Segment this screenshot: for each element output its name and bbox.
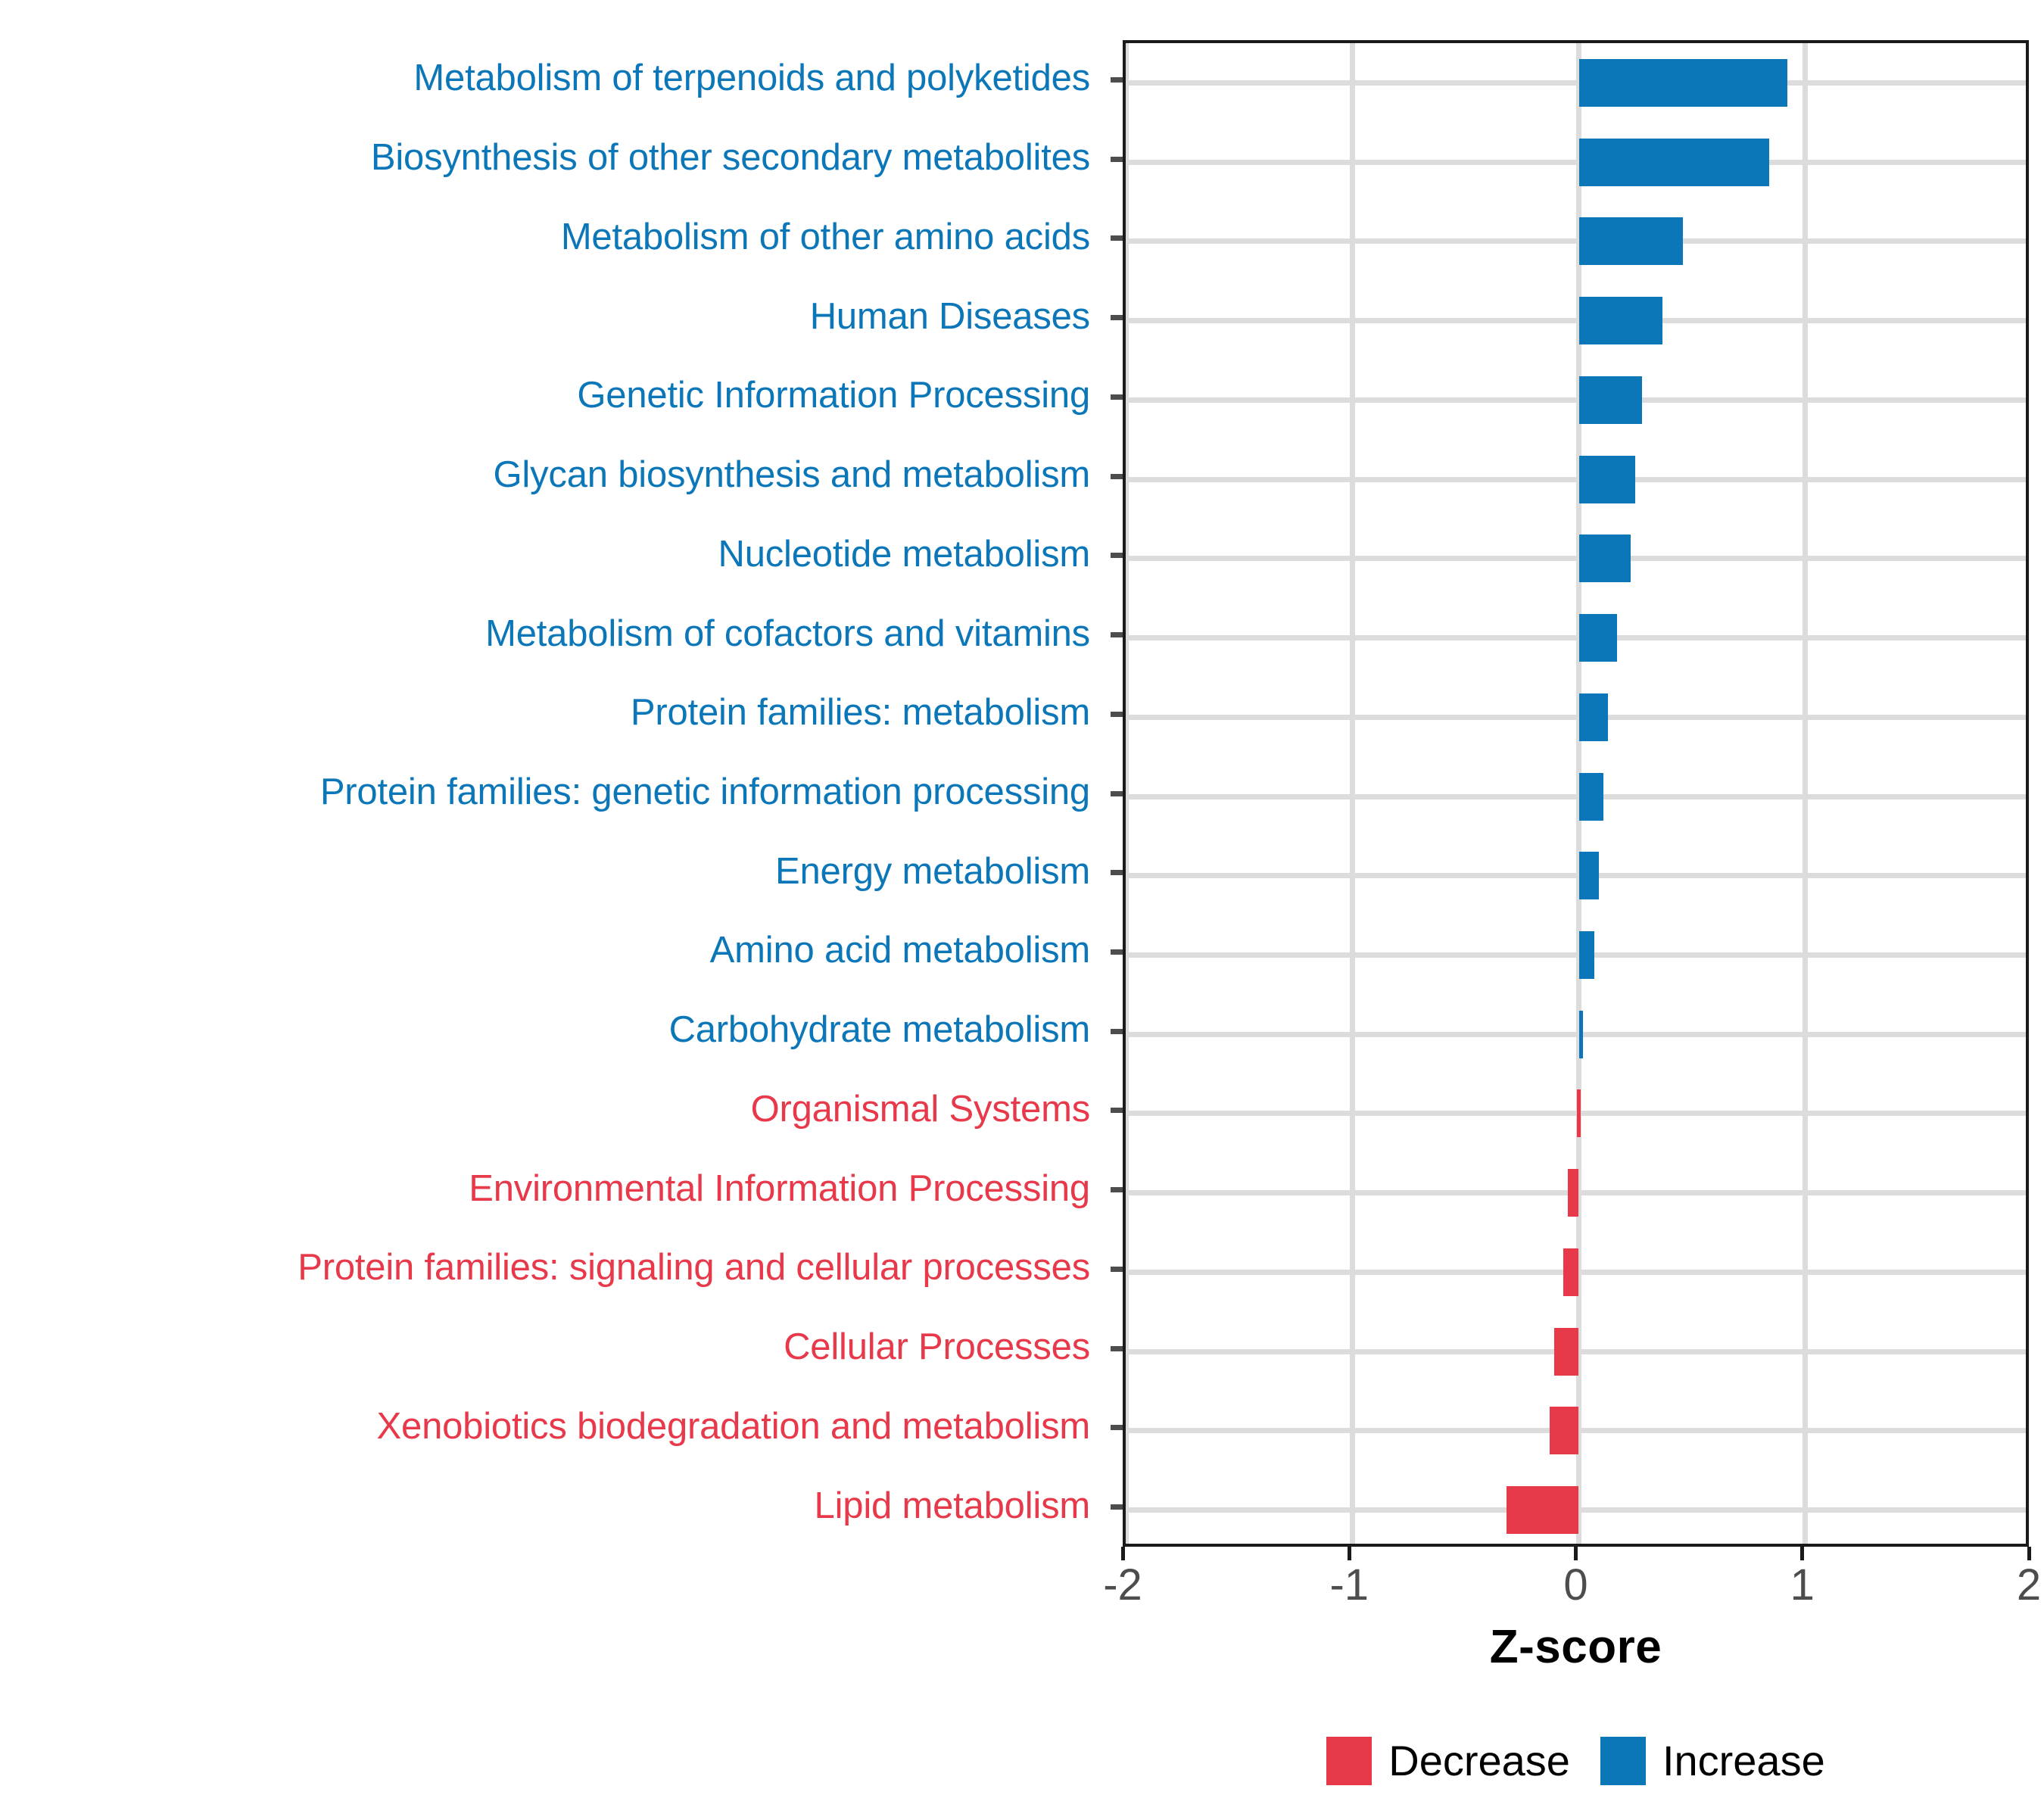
category-label-column: Metabolism of terpenoids and polyketides… [0, 40, 1090, 1547]
category-label: Environmental Information Processing [469, 1167, 1090, 1209]
x-axis-tick [2027, 1547, 2031, 1560]
category-label: Genetic Information Processing [577, 375, 1090, 416]
vertical-gridline [1803, 43, 1809, 1544]
y-axis-tick [1111, 315, 1123, 321]
legend-swatch-decrease [1326, 1737, 1373, 1785]
category-label: Metabolism of terpenoids and polyketides [413, 58, 1090, 99]
bar[interactable] [1576, 1089, 1581, 1138]
legend-item-decrease[interactable]: Decrease [1326, 1737, 1570, 1785]
horizontal-gridline [1126, 397, 2026, 403]
horizontal-gridline [1126, 635, 2026, 641]
legend-swatch-increase [1600, 1737, 1646, 1785]
y-axis-tick [1111, 1108, 1123, 1114]
bar[interactable] [1567, 1169, 1579, 1217]
horizontal-gridline [1126, 476, 2026, 482]
y-axis-tick [1111, 711, 1123, 717]
horizontal-gridline [1126, 1031, 2026, 1037]
bar[interactable] [1578, 138, 1769, 186]
legend-label-increase: Increase [1662, 1737, 1825, 1784]
plot-panel [1123, 40, 2029, 1547]
y-axis-tick [1111, 632, 1123, 638]
x-axis-tick-label: 1 [1790, 1560, 1815, 1610]
category-label: Glycan biosynthesis and metabolism [493, 454, 1091, 496]
y-axis-tick [1111, 949, 1123, 955]
category-label: Organismal Systems [750, 1088, 1091, 1130]
bar[interactable] [1553, 1327, 1579, 1376]
bar[interactable] [1578, 535, 1631, 583]
y-axis-tick [1111, 76, 1123, 83]
bar[interactable] [1578, 376, 1643, 424]
bar[interactable] [1578, 852, 1600, 900]
y-axis-tick [1111, 1266, 1123, 1272]
horizontal-gridline [1126, 238, 2026, 245]
category-label: Lipid metabolism [814, 1485, 1091, 1526]
horizontal-gridline [1126, 1111, 2026, 1117]
bar[interactable] [1578, 58, 1787, 107]
x-axis-tick-labels: -2 -1 0 1 2 [1047, 1562, 2044, 1615]
horizontal-gridline [1126, 159, 2026, 165]
y-axis-tick [1111, 1425, 1123, 1431]
y-axis-tick [1111, 473, 1123, 479]
y-axis-tick [1111, 790, 1123, 796]
x-axis-tick-label: 0 [1563, 1560, 1588, 1610]
bar[interactable] [1506, 1486, 1579, 1535]
horizontal-gridline [1126, 714, 2026, 720]
x-axis-tick [1574, 1547, 1578, 1560]
bar[interactable] [1578, 772, 1604, 821]
horizontal-gridline [1126, 318, 2026, 324]
category-label: Cellular Processes [784, 1326, 1090, 1368]
category-label: Amino acid metabolism [709, 930, 1091, 971]
category-label: Xenobiotics biodegradation and metabolis… [376, 1405, 1091, 1447]
x-axis-tick [1347, 1547, 1351, 1560]
category-label: Carbohydrate metabolism [668, 1009, 1091, 1051]
vertical-gridline [1126, 43, 1129, 1544]
bar[interactable] [1578, 455, 1636, 503]
bar[interactable] [1578, 217, 1684, 266]
legend: Decrease Increase [1123, 1731, 2029, 1791]
horizontal-gridline [1126, 556, 2026, 562]
horizontal-gridline [1126, 873, 2026, 879]
horizontal-gridline [1126, 952, 2026, 958]
horizontal-gridline [1126, 79, 2026, 86]
vertical-gridline [1349, 43, 1355, 1544]
y-axis-tick [1111, 156, 1123, 162]
bar[interactable] [1578, 930, 1595, 979]
bar[interactable] [1578, 693, 1609, 741]
x-axis-title: Z-score [1489, 1621, 1662, 1673]
y-axis-tick [1111, 235, 1123, 242]
bar[interactable] [1578, 297, 1663, 345]
category-label: Protein families: signaling and cellular… [298, 1247, 1090, 1289]
category-label: Protein families: genetic information pr… [319, 771, 1090, 812]
category-label: Metabolism of cofactors and vitamins [485, 612, 1090, 654]
bar[interactable] [1549, 1407, 1579, 1455]
x-axis-tick-label: -2 [1103, 1560, 1142, 1610]
x-axis-tick-label: -1 [1329, 1560, 1369, 1610]
bar[interactable] [1578, 1010, 1583, 1058]
category-label: Metabolism of other amino acids [560, 216, 1090, 257]
bar[interactable] [1563, 1248, 1579, 1296]
horizontal-gridline [1126, 793, 2026, 799]
category-label: Nucleotide metabolism [718, 533, 1091, 575]
y-axis-tick [1111, 1504, 1123, 1510]
y-axis-tick [1111, 394, 1123, 400]
category-label: Biosynthesis of other secondary metaboli… [370, 137, 1090, 179]
x-axis-tick [1800, 1547, 1805, 1560]
x-axis-tick-label: 2 [2016, 1560, 2042, 1610]
legend-label-decrease: Decrease [1388, 1737, 1570, 1784]
y-axis-tick [1111, 1345, 1123, 1351]
bar[interactable] [1578, 614, 1618, 662]
category-label: Protein families: metabolism [630, 692, 1090, 734]
y-axis-tick [1111, 1028, 1123, 1034]
x-axis-tick-marks [1120, 1547, 2031, 1560]
category-label: Human Diseases [809, 295, 1091, 337]
legend-item-increase[interactable]: Increase [1600, 1737, 1825, 1785]
y-axis-tick [1111, 870, 1123, 876]
y-axis-tick [1111, 1187, 1123, 1193]
y-axis-tick [1111, 553, 1123, 559]
x-axis-tick [1120, 1547, 1125, 1560]
category-label: Energy metabolism [775, 850, 1090, 892]
